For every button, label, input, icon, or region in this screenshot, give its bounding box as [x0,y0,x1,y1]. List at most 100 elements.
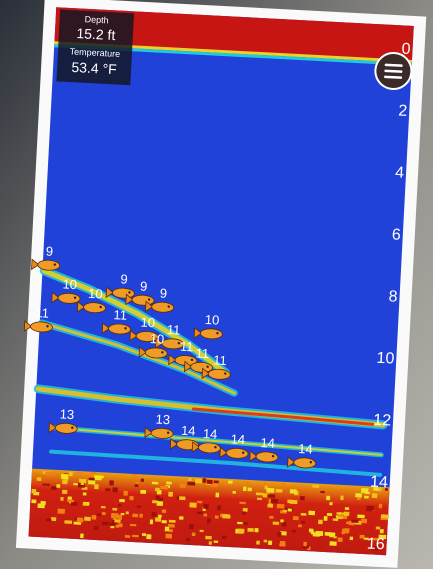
speckle [81,482,85,485]
speckle [197,512,203,515]
speckle [64,520,72,524]
fish-depth-label: 14 [230,431,245,447]
fish-depth-label: 11 [180,339,194,355]
speckle [56,484,60,488]
speckle [195,478,203,483]
fish-depth-label: 14 [260,435,275,451]
speckle [209,541,212,545]
speckle [372,493,378,498]
speckle [155,517,161,522]
speckle [282,522,286,527]
speckle [320,491,325,493]
speckle [269,516,273,519]
speckle [84,517,91,521]
speckle [326,496,330,501]
speckle [301,513,307,516]
fish-depth-label: 10 [140,315,155,331]
speckle [357,515,364,519]
speckle [329,502,332,505]
speckle [266,488,274,493]
speckle [214,540,219,543]
speckle [290,489,297,494]
speckle [205,536,212,540]
speckle [152,500,158,503]
depth-scale-label: 8 [388,288,398,305]
speckle [364,496,369,499]
speckle [90,472,96,475]
speckle [207,480,213,484]
speckle [287,500,295,504]
speckle [132,474,137,478]
speckle [237,522,243,525]
speckle [42,483,50,485]
speckle [267,494,275,498]
speckle [264,540,268,543]
speckle [223,482,228,485]
fish-depth-label: 11 [35,305,49,321]
speckle [105,488,110,491]
speckle [379,504,383,509]
speckle [263,481,266,484]
speckle [101,506,106,508]
card: 9101099911111011101011111113131414141414… [13,0,426,568]
speckle [186,538,190,541]
speckle [333,518,339,521]
speckle [96,475,104,478]
speckle [130,524,136,527]
speckle [283,510,287,512]
speckle [123,491,128,496]
fish-depth-label: 10 [62,276,77,292]
speckle [330,541,337,546]
speckle [68,496,72,499]
fish-depth-label: 14 [181,423,196,439]
speckle [109,480,114,485]
speckle [203,514,207,517]
speckle [180,484,186,488]
speckle [207,518,211,523]
speckle [125,535,130,538]
menu-button[interactable] [374,52,412,90]
speckle [215,515,219,518]
speckle [179,496,185,500]
speckle [132,514,138,518]
depth-value: 15.2 ft [76,25,116,43]
speckle [355,493,362,497]
speckle [248,488,252,492]
speckle [222,535,226,539]
speckle [337,512,342,514]
speckle [110,526,114,528]
speckle [140,490,146,494]
speckle [200,530,204,532]
fish-depth-label: 10 [88,286,103,302]
speckle [67,500,74,503]
depth-scale-label: 12 [373,412,392,430]
speckle [280,541,286,544]
speckle [257,498,262,500]
speckle [60,497,63,501]
speckle [361,488,368,493]
speckle [361,519,367,524]
speckle [37,477,42,481]
speckle [112,508,117,511]
speckle [119,499,125,502]
speckle [69,472,73,477]
speckle [83,492,87,495]
speckle [179,516,183,520]
fish-depth-label: 9 [120,271,128,286]
speckle [242,511,246,515]
speckle [318,520,323,525]
speckle [166,481,172,484]
speckle [169,520,176,523]
speckle [45,472,53,476]
speckle [118,504,121,507]
speckle [233,491,236,494]
speckle [121,513,125,515]
speckle [293,516,299,520]
depth-scale-label: 14 [370,474,389,492]
speckle [197,501,202,504]
speckle [162,509,167,513]
speckle [155,488,160,492]
speckle [214,480,219,483]
speckle [46,518,52,521]
fish-depth-label: 10 [149,331,164,347]
